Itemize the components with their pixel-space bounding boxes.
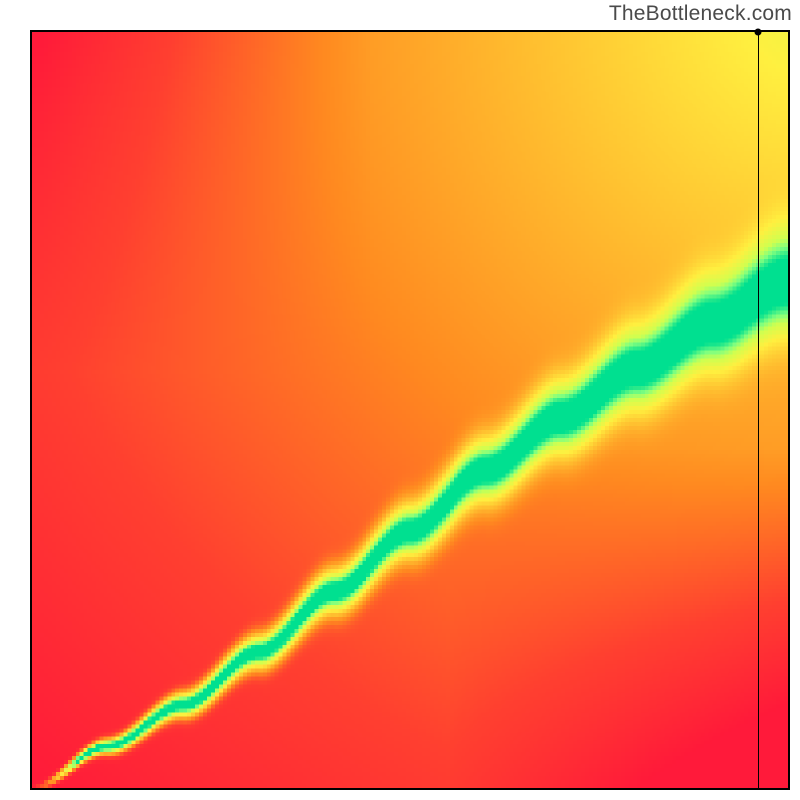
chart-container: TheBottleneck.com: [0, 0, 800, 800]
marker-vertical-line: [758, 32, 759, 788]
plot-area: [30, 30, 790, 790]
watermark-text: TheBottleneck.com: [609, 2, 792, 26]
heatmap-canvas: [32, 32, 788, 788]
marker-dot: [754, 29, 761, 36]
